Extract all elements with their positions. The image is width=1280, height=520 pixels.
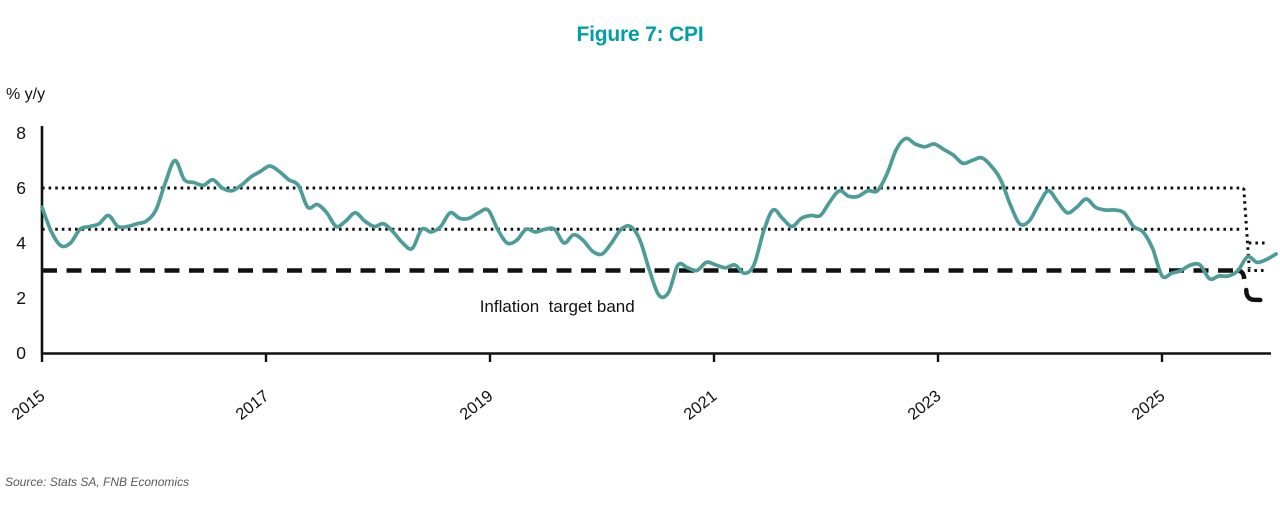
x-tick-label: 2019 — [456, 387, 496, 424]
x-tick-label: 2017 — [232, 387, 272, 424]
x-tick-label: 2015 — [8, 387, 48, 424]
y-tick-label: 4 — [16, 233, 26, 253]
figure-title: Figure 7: CPI — [576, 23, 704, 46]
y-axis-unit-label: % y/y — [6, 86, 46, 103]
x-tick-label: 2025 — [1128, 387, 1168, 424]
new-target-lower-line — [1244, 287, 1263, 303]
y-tick-label: 6 — [16, 178, 26, 198]
axes — [40, 126, 1271, 355]
y-tick-label: 0 — [16, 343, 26, 363]
inflation-target-band-label: Inflation target band — [480, 297, 635, 316]
y-tick-label: 2 — [16, 288, 26, 308]
x-tick-label: 2021 — [680, 387, 720, 424]
x-tick-label: 2023 — [904, 387, 944, 424]
cpi-series-line — [40, 136, 1278, 300]
y-tick-label: 8 — [16, 123, 26, 143]
source-note: Source: Stats SA, FNB Economics — [5, 475, 190, 489]
